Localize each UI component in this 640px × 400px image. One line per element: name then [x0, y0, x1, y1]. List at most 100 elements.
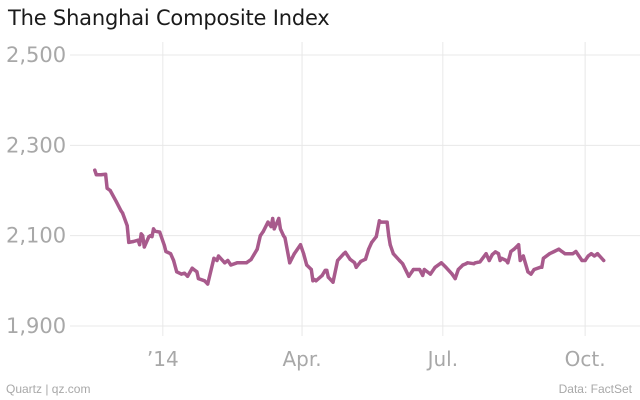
data-point — [418, 267, 422, 272]
data-point — [541, 256, 546, 260]
data-point — [359, 259, 363, 263]
data-point — [179, 272, 183, 276]
data-point — [397, 258, 402, 263]
series-group — [93, 168, 606, 286]
y-tick-label: 2,100 — [6, 224, 66, 248]
data-point — [421, 273, 425, 277]
data-point — [226, 258, 230, 263]
data-point — [552, 249, 556, 254]
data-point — [153, 229, 157, 233]
data-point — [271, 216, 275, 221]
data-point — [410, 270, 414, 274]
data-point — [283, 236, 287, 240]
data-point — [484, 252, 488, 256]
data-point — [298, 243, 303, 247]
data-point — [595, 252, 600, 256]
y-tick-label: 1,900 — [6, 314, 66, 338]
data-point — [309, 267, 313, 272]
data-point — [249, 258, 253, 262]
data-point — [422, 267, 426, 272]
source-credit: Quartz | qz.com — [6, 382, 91, 396]
data-point — [172, 258, 176, 263]
data-point — [504, 258, 508, 263]
data-point — [353, 261, 357, 265]
data-point — [580, 258, 584, 263]
data-point — [206, 282, 210, 286]
data-point — [212, 256, 216, 260]
data-point — [94, 173, 98, 177]
data-point — [385, 220, 389, 224]
data-point — [141, 234, 145, 238]
data-point — [138, 243, 142, 247]
data-point — [288, 261, 292, 265]
data-point — [557, 247, 561, 251]
data-point — [215, 258, 219, 263]
data-point — [428, 272, 432, 276]
data-point — [496, 252, 501, 256]
data-point — [108, 188, 112, 193]
data-point — [278, 227, 282, 231]
data-point — [574, 249, 578, 254]
data-point — [411, 267, 415, 272]
data-point — [269, 225, 273, 229]
data-point — [487, 258, 491, 263]
data-point — [560, 249, 564, 254]
data-point — [363, 257, 368, 261]
data-point — [277, 216, 281, 221]
data-point — [142, 245, 146, 249]
data-point — [196, 277, 200, 281]
data-point — [391, 252, 395, 256]
data-point — [292, 252, 296, 256]
data-point — [388, 243, 392, 247]
data-point — [493, 250, 497, 254]
data-point — [439, 261, 443, 265]
data-point — [450, 272, 454, 276]
series-line — [93, 168, 606, 286]
data-point — [105, 186, 109, 190]
data-point — [235, 261, 239, 265]
data-point — [571, 252, 575, 256]
data-point — [195, 270, 199, 274]
y-tick-label: 2,300 — [6, 133, 66, 157]
data-point — [354, 265, 358, 269]
data-point — [589, 252, 593, 256]
data-point — [305, 263, 309, 267]
data-point — [261, 229, 265, 233]
data-point — [348, 257, 352, 261]
data-point — [314, 279, 318, 283]
data-point — [104, 172, 108, 176]
data-point — [229, 263, 233, 267]
data-point — [182, 271, 187, 275]
data-point — [453, 277, 457, 281]
data-point — [121, 211, 125, 215]
data-point — [326, 275, 330, 279]
data-point — [374, 235, 378, 239]
data-point — [512, 247, 516, 251]
data-point — [169, 252, 173, 256]
data-point — [244, 261, 248, 265]
x-tick-label: Apr. — [282, 347, 321, 371]
data-point — [125, 224, 129, 228]
data-point — [203, 279, 207, 283]
data-point — [517, 243, 521, 247]
x-tick-label: Jul. — [426, 347, 459, 371]
y-tick-label: 2,500 — [6, 43, 66, 67]
data-point — [93, 168, 97, 172]
data-point — [529, 272, 533, 276]
data-point — [370, 240, 374, 244]
data-point — [583, 258, 587, 263]
data-point — [540, 265, 544, 269]
data-point — [473, 261, 477, 265]
data-point — [566, 252, 570, 256]
data-point — [602, 258, 606, 263]
data-point — [444, 265, 448, 269]
data-point — [175, 270, 179, 274]
data-point — [136, 238, 140, 242]
data-point — [258, 234, 262, 238]
data-point — [506, 261, 510, 265]
data-point — [343, 250, 347, 254]
data-point — [548, 252, 552, 256]
data-point — [509, 249, 513, 254]
data-point — [532, 267, 536, 272]
data-point — [401, 262, 405, 266]
